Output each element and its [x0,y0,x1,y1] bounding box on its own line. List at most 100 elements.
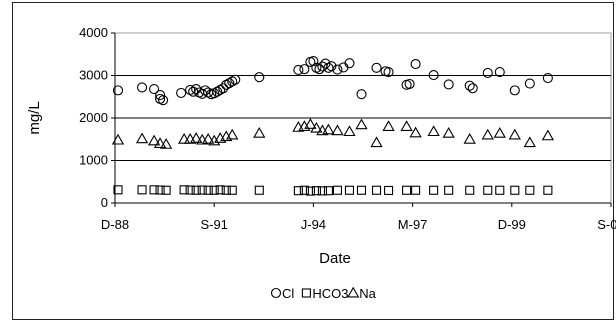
data-point-cl [509,85,520,96]
data-point-hco3 [429,185,439,195]
data-point-cl [428,70,439,81]
data-point-hco3 [411,185,421,195]
data-point-hco3 [483,185,493,195]
data-point-cl [137,82,148,93]
data-point-cl [356,89,367,100]
data-point-cl [227,76,238,87]
data-point-hco3 [209,185,219,195]
data-point-cl [494,67,505,78]
y-axis-title: mg/L [26,101,43,134]
data-point-na [111,133,125,145]
x-tick-label: J-94 [301,217,326,232]
data-point-cl [185,84,196,95]
data-point-hco3 [161,185,171,195]
legend-label-na: Na [359,286,376,301]
data-point-na [355,118,368,130]
data-point-cl [218,83,229,94]
data-point-cl [209,88,220,99]
data-point-na [190,132,203,143]
data-point-hco3 [465,185,475,195]
y-tick-label: 2000 [79,110,108,125]
data-point-hco3 [384,185,394,196]
x-tick-label: S-02 [597,217,616,232]
data-point-hco3 [299,185,309,195]
x-axis-title: Date [319,250,351,267]
data-point-na [400,120,413,131]
data-point-hco3 [317,186,327,196]
data-point-hco3 [305,186,315,196]
data-point-hco3 [444,185,454,195]
data-point-hco3 [203,185,213,195]
data-point-cl [112,85,124,96]
data-point-hco3 [221,185,231,195]
data-point-na [382,120,395,131]
data-point-na [463,132,476,144]
y-tick-label: 4000 [79,25,108,40]
data-point-na [226,128,239,140]
data-point-na [409,126,422,138]
x-tick-label: M-97 [398,217,428,232]
data-point-cl [542,73,553,84]
data-point-cl [230,74,241,85]
legend-label-hco3: HCO3 [312,286,348,301]
y-tick-label: 0 [101,195,108,210]
data-point-cl [410,58,421,70]
data-point-cl [221,79,232,90]
legend-label-cl: Cl [282,286,294,301]
legend-marker-hco3 [301,288,311,298]
x-tick-label: S-91 [200,217,227,232]
data-point-na [159,138,173,149]
data-point-na [370,136,383,148]
data-point-na [147,134,161,146]
data-point-cl [176,87,187,98]
data-point-na [322,123,335,135]
data-point-cl [338,62,349,73]
data-point-cl [149,84,160,95]
data-point-na [508,128,521,140]
data-point-na [427,125,440,137]
data-point-na [493,126,506,138]
data-point-cl [467,83,478,94]
data-point-cl [371,62,382,73]
data-point-hco3 [197,185,207,195]
data-point-na [253,126,266,138]
data-point-na [304,118,317,129]
data-point-na [135,132,149,144]
data-point-cl [464,80,475,91]
data-point-cl [524,78,535,89]
y-tick-label: 3000 [79,68,108,83]
data-point-na [177,132,191,144]
data-point-cl [215,84,226,95]
data-point-na [481,128,494,140]
data-point-hco3 [293,186,303,196]
data-point-hco3 [179,185,189,195]
data-point-hco3 [344,185,355,195]
data-point-na [442,126,455,138]
data-point-cl [308,55,319,67]
data-point-na [153,137,167,148]
data-point-cl [299,64,310,75]
data-point-hco3 [543,185,553,195]
data-point-na [541,129,555,141]
data-point-na [523,136,536,148]
data-point-hco3 [215,185,225,195]
data-point-hco3 [332,185,342,195]
data-point-hco3 [495,185,505,195]
data-point-na [208,134,221,146]
data-point-cl [254,72,265,83]
data-point-cl [344,58,355,69]
data-point-hco3 [356,185,367,195]
data-point-cl [332,64,343,75]
data-point-cl [212,86,223,97]
data-point-hco3 [371,185,382,195]
data-point-cl [314,64,325,75]
data-point-hco3 [113,185,123,195]
data-point-hco3 [137,185,147,195]
data-point-cl [224,78,235,89]
data-point-cl [404,78,415,90]
data-point-cl [443,79,454,90]
x-tick-label: D-88 [101,217,129,232]
data-point-cl [383,67,394,78]
data-point-hco3 [254,185,264,195]
